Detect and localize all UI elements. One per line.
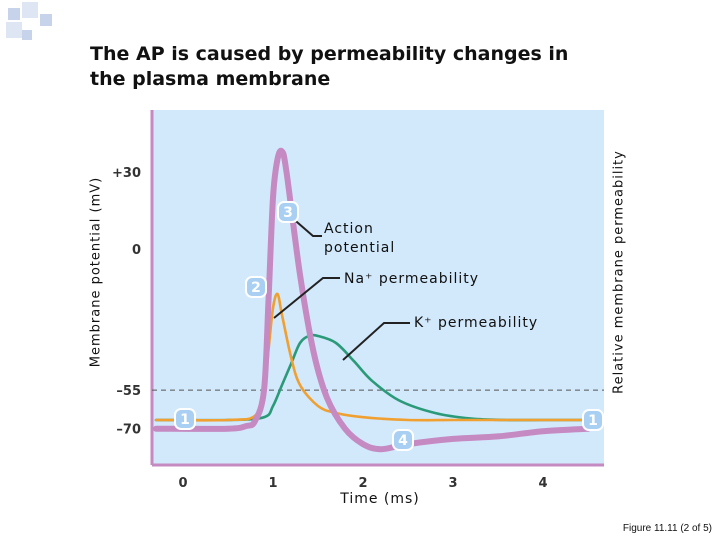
y-tick-label: +30 — [112, 166, 141, 181]
decor-square-2 — [22, 2, 38, 18]
phase-marker-layer: 1 2 3 4 1 — [174, 201, 604, 451]
phase-marker-number: 1 — [180, 412, 190, 428]
slide-title-line-1: The AP is caused by permeability changes… — [90, 43, 569, 65]
x-tick-label: 1 — [268, 476, 277, 491]
phase-marker-badge: 3 — [277, 201, 299, 223]
decor-square-1 — [8, 8, 20, 20]
slide-title: The AP is caused by permeability changes… — [90, 42, 630, 92]
x-tick-label: 3 — [448, 476, 457, 491]
annotation-leader-line — [273, 277, 340, 319]
x-axis-label: Time (ms) — [339, 491, 420, 507]
annotation-label: Na⁺ permeability — [344, 271, 479, 287]
phase-marker-number: 4 — [398, 433, 408, 449]
phase-marker-badge: 1 — [174, 408, 196, 430]
slide-title-line-2: the plasma membrane — [90, 68, 331, 90]
x-tick-label: 4 — [538, 476, 547, 491]
phase-marker-badge: 1 — [582, 409, 604, 431]
annotation-label: Action potential — [324, 221, 395, 256]
phase-marker-number: 3 — [283, 205, 293, 221]
annotation-leader-line — [289, 215, 322, 237]
series-action-potential — [153, 147, 591, 453]
plot-background — [152, 110, 604, 465]
annotation-leader-line — [342, 322, 410, 361]
decor-square-3 — [40, 14, 52, 26]
decor-square-5 — [22, 30, 32, 40]
phase-marker-badge: 2 — [245, 276, 267, 298]
series-layer — [153, 147, 591, 453]
annotation-label: K⁺ permeability — [414, 315, 538, 331]
phase-marker-badge: 4 — [392, 429, 414, 451]
y-tick-label: –70 — [116, 423, 141, 438]
decor-square-4 — [6, 22, 22, 38]
phase-marker-number: 2 — [251, 280, 261, 296]
phase-marker-number: 1 — [588, 413, 598, 429]
y-tick-label: 0 — [132, 243, 141, 258]
annotation-layer: Action potential Na⁺ permeability K⁺ permea… — [273, 215, 538, 361]
figure-caption: Figure 11.11 (2 of 5) — [622, 523, 712, 534]
x-tick-label: 0 — [178, 476, 187, 491]
x-tick-label: 2 — [358, 476, 367, 491]
y-tick-label: –55 — [116, 384, 141, 399]
tick-layer: +30 0 –55 –70 0 1 2 3 4 — [112, 166, 548, 491]
